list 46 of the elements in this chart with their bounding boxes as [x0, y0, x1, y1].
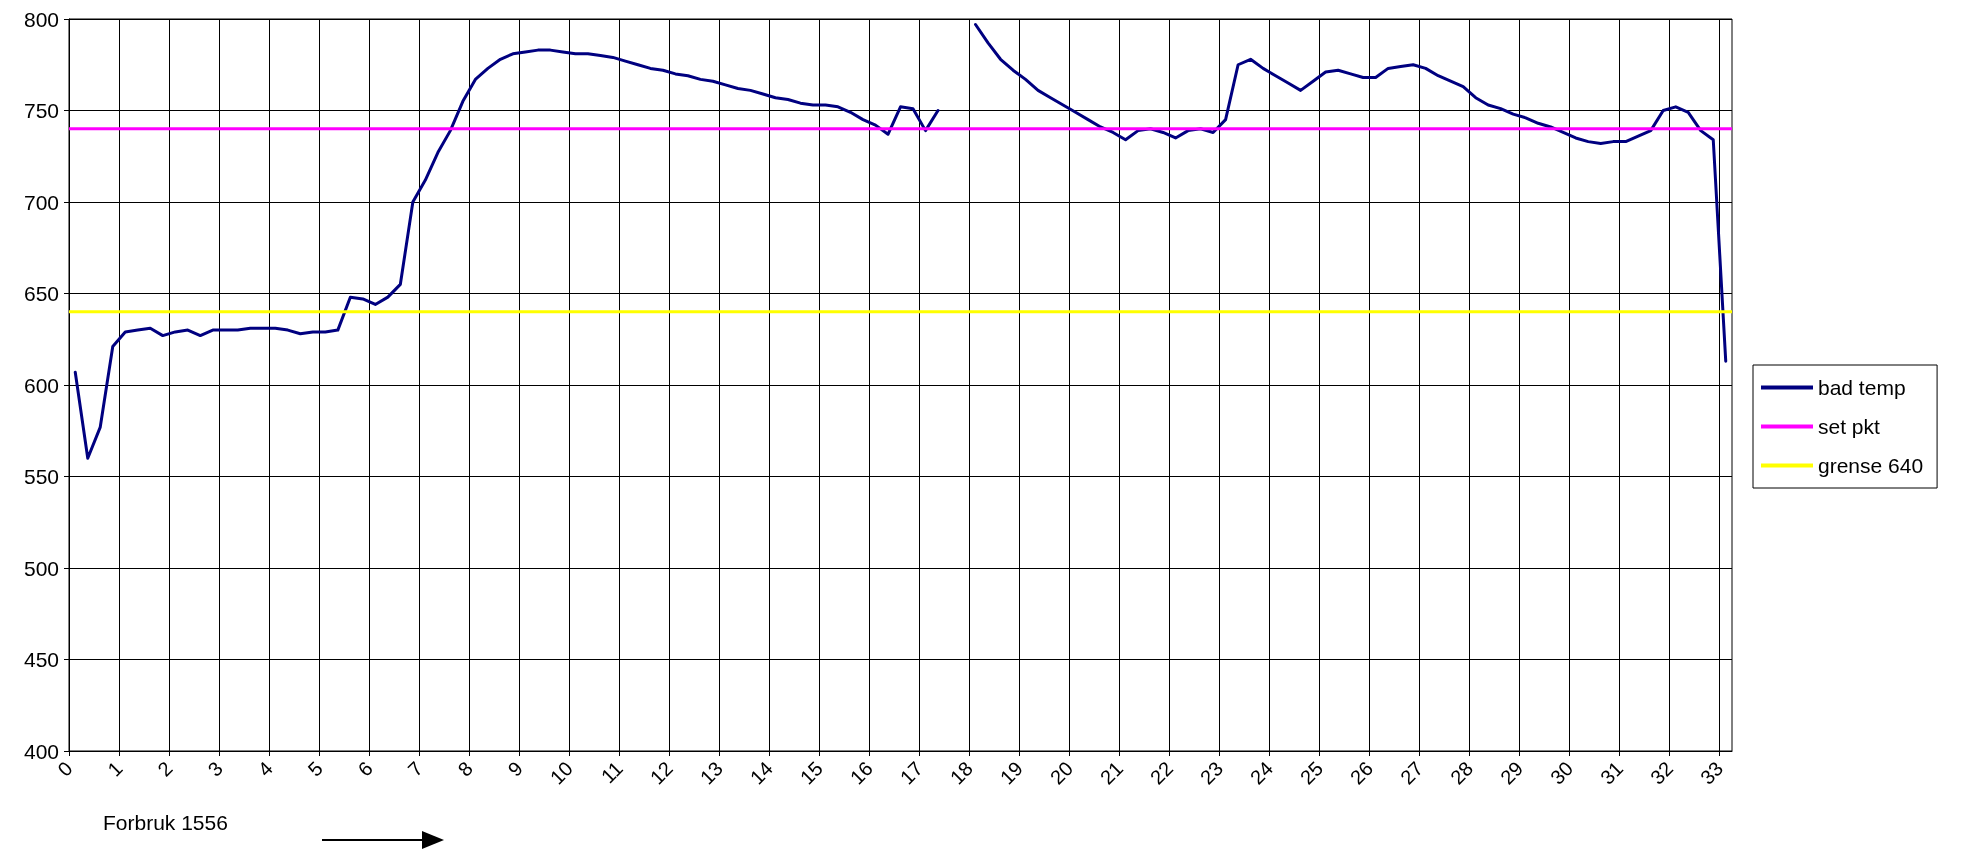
- x-tick-label: 2: [153, 757, 177, 781]
- x-tick-label: 16: [845, 757, 878, 789]
- y-tick-label: 700: [23, 190, 59, 214]
- x-tick-label: 28: [1445, 757, 1478, 789]
- text: Forbruk 1556: [103, 811, 228, 834]
- y-tick-label: 650: [23, 282, 59, 305]
- x-tick-label: 27: [1395, 757, 1428, 789]
- x-tick-label: 30: [1545, 757, 1578, 789]
- legend-label: bad temp: [1818, 376, 1906, 399]
- y-tick-label: 450: [23, 648, 59, 671]
- x-tick-label: 8: [453, 757, 477, 781]
- y-tick-label: 600: [23, 373, 59, 397]
- x-tick-label: 17: [895, 757, 928, 789]
- y-tick-label: 750: [23, 99, 59, 122]
- x-tick-label: 29: [1495, 757, 1528, 789]
- x-tick-label: 32: [1645, 757, 1678, 789]
- x-tick-label: 15: [795, 757, 827, 789]
- x-tick-label: 14: [745, 757, 777, 789]
- y-tick-label: 500: [23, 556, 59, 580]
- x-tick-label: 10: [545, 757, 577, 789]
- x-tick-label: 11: [596, 757, 627, 788]
- x-tick-label: 23: [1195, 757, 1228, 789]
- legend-label: set pkt: [1818, 415, 1881, 438]
- y-tick-label: 800: [23, 7, 59, 31]
- x-tick-label: 6: [353, 757, 377, 781]
- x-tick-label: 1: [103, 757, 127, 781]
- x-tick-label: 26: [1345, 757, 1378, 789]
- x-tick-label: 12: [645, 757, 677, 789]
- x-tick-label: 19: [995, 757, 1028, 789]
- x-tick-label: 25: [1295, 757, 1328, 789]
- legend-label: grense 640: [1818, 454, 1924, 477]
- x-tick-label: 33: [1696, 757, 1728, 789]
- x-tick-label: 22: [1145, 757, 1178, 789]
- x-tick-label: 18: [945, 757, 978, 789]
- x-tick-label: 24: [1245, 757, 1278, 789]
- x-tick-label: 3: [203, 757, 227, 781]
- x-tick-label: 31: [1595, 757, 1628, 789]
- x-tick-label: 20: [1045, 757, 1078, 789]
- x-tick-label: 13: [695, 757, 727, 789]
- x-tick-label: 5: [303, 757, 327, 781]
- y-tick-label: 400: [23, 739, 59, 763]
- x-tick-label: 4: [253, 757, 277, 781]
- y-tick-label: 550: [23, 465, 59, 488]
- x-tick-label: 7: [403, 757, 427, 781]
- x-tick-label: 21: [1095, 757, 1128, 789]
- x-tick-label: 9: [503, 757, 527, 781]
